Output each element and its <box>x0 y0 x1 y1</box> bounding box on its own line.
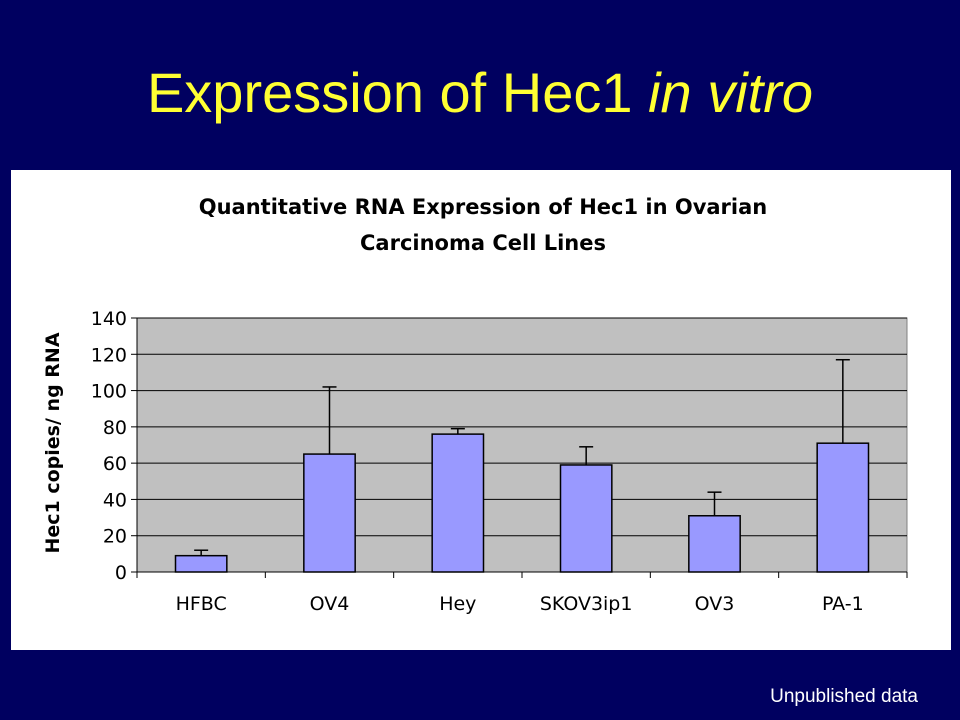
y-tick-label: 140 <box>91 308 127 330</box>
slide-title-italic: in vitro <box>648 61 814 124</box>
x-tick-label: Hey <box>439 593 476 615</box>
slide-title-main: Expression of Hec1 <box>146 61 649 124</box>
y-tick-label: 60 <box>103 453 127 475</box>
y-tick-label: 120 <box>91 344 127 366</box>
y-tick-label: 40 <box>103 489 127 511</box>
bar <box>431 433 485 573</box>
bar <box>816 442 870 573</box>
plot-area: 0 20 40 60 80 100 120 140 HFBC OV4 Hey SKOV3ip1 OV3 P… <box>91 308 908 615</box>
x-tick-label: SKOV3ip1 <box>540 593 633 615</box>
y-axis-label: Hec1 copies/ ng RNA <box>42 332 64 553</box>
x-tick-label: OV4 <box>310 593 350 615</box>
x-tick-label: PA-1 <box>822 593 864 615</box>
bar-chart: Quantitative RNA Expression of Hec1 in O… <box>42 195 908 615</box>
bar <box>688 515 741 573</box>
bar <box>174 554 228 573</box>
x-tick-label: HFBC <box>176 593 227 615</box>
y-tick-label: 0 <box>115 562 127 584</box>
y-tick-label: 100 <box>91 381 127 403</box>
y-tick-label: 20 <box>103 526 127 548</box>
chart-title-line-2: Carcinoma Cell Lines <box>360 231 606 255</box>
footnote: Unpublished data <box>770 686 918 707</box>
chart-panel: Quantitative RNA Expression of Hec1 in O… <box>11 170 951 650</box>
chart-title-line-1: Quantitative RNA Expression of Hec1 in O… <box>199 195 767 219</box>
bar <box>303 453 356 573</box>
bar <box>559 464 613 573</box>
x-tick-label: OV3 <box>695 593 735 615</box>
plot-background <box>136 317 908 573</box>
y-tick-label: 80 <box>103 417 127 439</box>
slide-title: Expression of Hec1 in vitro <box>0 58 960 128</box>
